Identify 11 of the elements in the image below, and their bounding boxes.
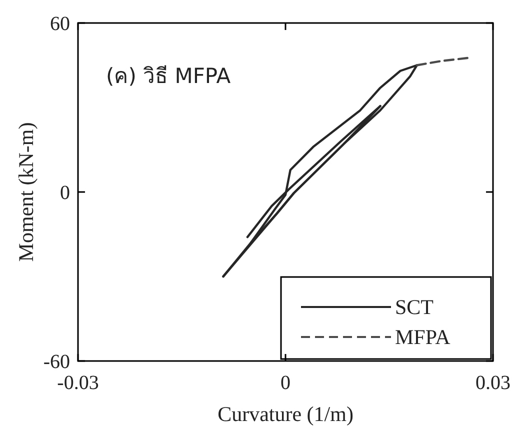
x-tick-label: 0.03 [476, 372, 510, 394]
x-tick-label: -0.03 [57, 372, 99, 394]
y-tick-label: -60 [43, 351, 70, 373]
y-tick-label: 0 [60, 182, 70, 204]
x-axis-title: Curvature (1/m) [218, 402, 354, 426]
annotation: (ค) วิธี MFPA [106, 64, 232, 88]
y-axis-title: Moment (kN-m) [14, 122, 38, 262]
y-tick-label: 60 [50, 13, 70, 35]
legend-label: MFPA [395, 325, 452, 349]
x-tick-label: 0 [280, 372, 290, 394]
legend-label: SCT [395, 295, 434, 319]
